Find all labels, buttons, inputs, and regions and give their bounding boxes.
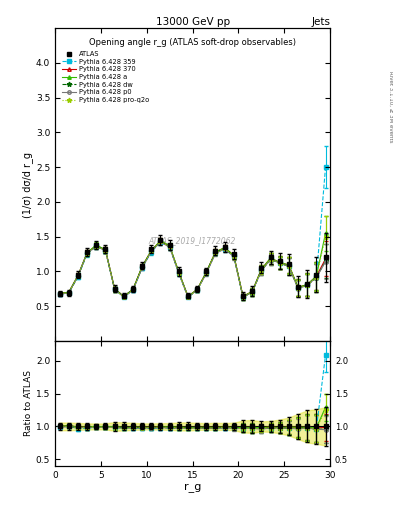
Text: ATLAS_2019_I1772062: ATLAS_2019_I1772062 (149, 236, 236, 245)
Text: Opening angle r_g (ATLAS soft-drop observables): Opening angle r_g (ATLAS soft-drop obser… (89, 37, 296, 47)
X-axis label: r_g: r_g (184, 482, 201, 493)
Text: Jets: Jets (311, 16, 330, 27)
Y-axis label: (1/σ) dσ/d r_g: (1/σ) dσ/d r_g (22, 152, 33, 218)
Legend: ATLAS, Pythia 6.428 359, Pythia 6.428 370, Pythia 6.428 a, Pythia 6.428 dw, Pyth: ATLAS, Pythia 6.428 359, Pythia 6.428 37… (61, 50, 150, 103)
Text: 13000 GeV pp: 13000 GeV pp (156, 16, 230, 27)
Text: Rivet 3.1.10, ≥ 3M events: Rivet 3.1.10, ≥ 3M events (388, 71, 393, 142)
Y-axis label: Ratio to ATLAS: Ratio to ATLAS (24, 370, 33, 436)
